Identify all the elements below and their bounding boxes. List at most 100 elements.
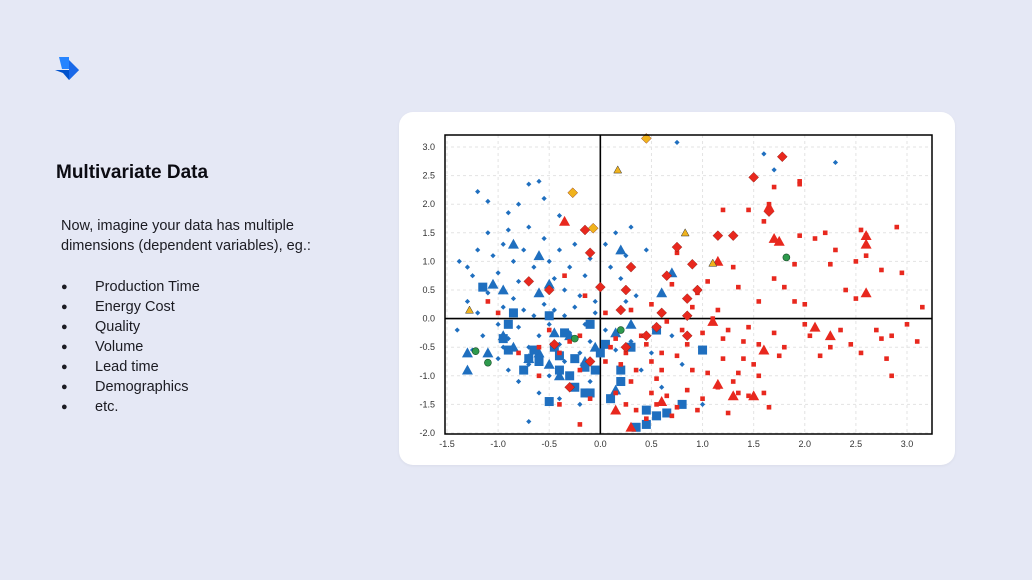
data-point: [546, 258, 552, 264]
data-point: [478, 282, 488, 292]
data-point: [681, 330, 693, 342]
data-point: [608, 344, 613, 350]
bullet-dot: ●: [61, 361, 68, 373]
data-point: [577, 422, 583, 427]
data-point: [763, 201, 775, 212]
data-point: [559, 215, 571, 226]
data-point: [700, 396, 705, 401]
data-point: [523, 276, 535, 287]
data-point: [497, 284, 509, 295]
data-point: [498, 334, 508, 344]
data-point: [618, 275, 624, 282]
data-point: [515, 278, 522, 285]
data-point: [570, 334, 579, 343]
data-point: [889, 373, 894, 379]
data-point: [730, 264, 736, 270]
data-point: [526, 418, 532, 425]
bullet-text: etc.: [95, 399, 119, 415]
data-point: [758, 344, 770, 355]
data-point: [884, 356, 889, 361]
data-point: [607, 264, 614, 270]
data-point: [712, 230, 724, 241]
y-tick-label: 1.5: [422, 228, 435, 238]
data-point: [792, 261, 797, 267]
data-point: [577, 367, 583, 373]
bullet-dot: ●: [61, 321, 68, 333]
data-point: [707, 315, 719, 326]
data-point: [833, 247, 838, 253]
data-point: [628, 224, 634, 230]
data-point: [797, 181, 802, 187]
data-point: [620, 284, 632, 296]
bullet-dot: ●: [61, 301, 68, 313]
data-point: [797, 179, 802, 184]
data-point: [485, 299, 491, 304]
data-point: [613, 390, 618, 396]
data-point: [664, 319, 670, 324]
data-point: [580, 388, 590, 398]
data-point: [625, 318, 637, 329]
data-point: [495, 321, 501, 327]
y-tick-label: 3.0: [422, 142, 435, 152]
data-point: [860, 238, 872, 249]
bullet-dot: ●: [61, 381, 68, 393]
data-point: [736, 284, 741, 290]
data-point: [543, 278, 555, 289]
data-point: [546, 327, 552, 333]
data-point: [577, 293, 583, 299]
data-point: [625, 421, 637, 432]
data-point: [654, 376, 659, 381]
data-point: [533, 287, 545, 298]
data-point: [681, 293, 693, 304]
data-point: [664, 393, 670, 399]
data-point: [484, 358, 492, 367]
data-point: [771, 330, 777, 336]
data-point: [580, 362, 590, 372]
data-point: [681, 310, 693, 322]
data-point: [773, 235, 785, 246]
data-point: [741, 339, 746, 344]
data-point: [863, 253, 869, 258]
data-point: [654, 402, 659, 407]
data-point: [736, 390, 741, 396]
data-point: [585, 319, 595, 329]
data-point: [526, 224, 532, 230]
data-point: [832, 159, 839, 166]
data-point: [579, 224, 591, 236]
data-point: [533, 347, 545, 358]
data-point: [680, 228, 690, 237]
data-point: [720, 336, 726, 341]
data-point: [623, 298, 629, 305]
data-point: [531, 264, 537, 270]
data-point: [556, 247, 563, 253]
chart-card: -1.5 -1.0 -0.5 0.0 0.5 1.0 1.5 2.0 2.5 3.0 3.0 2.5 2…: [399, 112, 955, 465]
data-point: [771, 167, 777, 173]
data-point: [564, 381, 575, 393]
data-point: [782, 284, 787, 290]
data-point: [516, 350, 521, 356]
data-point: [644, 416, 649, 421]
data-point: [485, 230, 491, 236]
data-point: [692, 284, 703, 296]
data-point: [587, 378, 593, 385]
data-point: [495, 356, 501, 362]
data-point: [899, 270, 905, 276]
data-point: [628, 307, 634, 313]
data-point: [536, 178, 542, 184]
data-point: [616, 377, 626, 387]
data-point: [495, 270, 501, 276]
data-point: [490, 253, 496, 259]
data-point: [761, 151, 767, 157]
data-point: [848, 342, 854, 347]
data-point: [572, 304, 578, 310]
data-point: [508, 308, 518, 318]
data-point: [633, 407, 639, 413]
x-tick-label: -1.0: [490, 439, 506, 449]
x-tick-label: -0.5: [541, 439, 557, 449]
data-point: [914, 339, 920, 344]
data-point: [776, 353, 782, 359]
data-point: [623, 402, 629, 407]
data-point: [475, 247, 481, 253]
data-point: [505, 367, 511, 373]
data-point: [853, 259, 859, 264]
